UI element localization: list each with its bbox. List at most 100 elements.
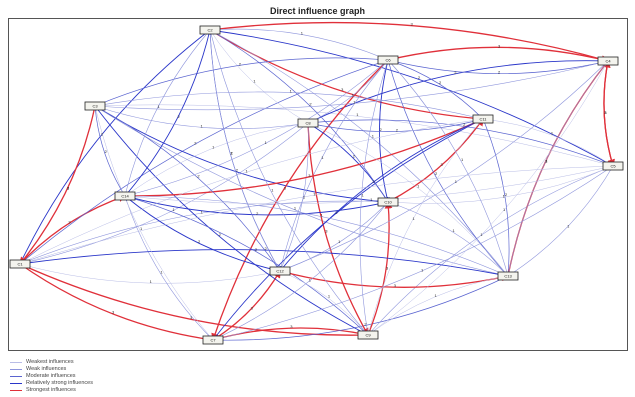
node-layer: C1 C2 C3 C4 C5 C6 C7 C8 C9 C10 C11 C12 C13 C14 xyxy=(9,25,624,345)
edge-label: 1 xyxy=(551,131,554,136)
edge-label: 2 xyxy=(505,192,508,197)
edge-n3-n5 xyxy=(94,104,614,167)
edge-label: 2 xyxy=(239,61,242,66)
edge-n8-n14 xyxy=(124,122,309,197)
edge-label: 1 xyxy=(265,140,268,145)
node-n6[interactable]: C6 xyxy=(377,55,399,65)
node-n5[interactable]: C5 xyxy=(602,161,624,171)
edge-n9-n12 xyxy=(279,270,369,336)
edge-label: 1 xyxy=(455,179,458,184)
edge-n4-n6 xyxy=(387,58,609,75)
node-n14[interactable]: C14 xyxy=(114,191,136,201)
node-box xyxy=(297,118,319,128)
node-n11[interactable]: C11 xyxy=(472,114,494,124)
edge-n3-n1 xyxy=(19,105,96,266)
node-box xyxy=(357,330,379,340)
edge-n6-n11 xyxy=(387,59,484,120)
node-label: C10 xyxy=(384,200,392,205)
edge-label: 3 xyxy=(68,220,71,225)
edge-n1-n12 xyxy=(19,263,281,284)
edge-label: 1 xyxy=(303,195,306,200)
edge-label: 1 xyxy=(452,228,455,233)
legend-item-moderate: Moderate influences xyxy=(10,373,250,380)
edge-n14-n3 xyxy=(93,105,126,197)
edge-label: 3 xyxy=(440,162,443,167)
edge-label: 3 xyxy=(498,43,501,48)
edge-label: 3 xyxy=(190,315,193,320)
edge-label: 2 xyxy=(231,151,234,156)
edge-n10-n11 xyxy=(387,117,484,203)
node-box xyxy=(472,114,494,124)
edge-label: 3 xyxy=(604,110,607,115)
node-box xyxy=(497,271,519,281)
edge-n8-n11 xyxy=(307,117,484,132)
node-label: C4 xyxy=(605,59,611,64)
edge-n5-n13 xyxy=(507,165,614,277)
edge-n5-n14 xyxy=(124,165,614,205)
edge-n1-n8 xyxy=(19,122,309,265)
edge-n9-n14 xyxy=(124,194,369,336)
edge-label: 1 xyxy=(413,216,416,221)
node-box xyxy=(114,191,136,201)
edge-n10-n2 xyxy=(209,29,389,203)
node-n4[interactable]: C4 xyxy=(597,56,619,66)
node-n9[interactable]: C9 xyxy=(357,330,379,340)
edge-label: 2 xyxy=(264,246,267,251)
edge-label: 3 xyxy=(284,186,287,191)
graph-frame xyxy=(8,18,628,351)
node-box xyxy=(377,197,399,207)
edge-label: 1 xyxy=(434,293,437,298)
edge-label: 1 xyxy=(290,89,293,94)
edge-label: 1 xyxy=(253,78,256,83)
node-n12[interactable]: C12 xyxy=(269,266,291,276)
edge-label: 3 xyxy=(251,306,254,311)
edge-label: 3 xyxy=(290,324,293,329)
edge-n10-n14 xyxy=(124,194,389,216)
edge-label: 3 xyxy=(112,310,115,315)
edge-label: 2 xyxy=(236,168,239,173)
legend-label: Strongest influences xyxy=(26,387,76,393)
node-n1[interactable]: C1 xyxy=(9,259,31,269)
edge-label: 1 xyxy=(294,205,297,210)
edge-n1-n2 xyxy=(19,29,211,265)
edge-n1-n3 xyxy=(19,105,97,265)
edge-label: 3 xyxy=(604,110,607,115)
edge-n1-n11 xyxy=(19,117,484,265)
legend-item-strongest: Strongest influences xyxy=(10,387,250,394)
node-n3[interactable]: C3 xyxy=(84,101,106,111)
legend-swatch xyxy=(10,369,22,370)
edge-n12-n3 xyxy=(94,105,281,272)
edge-label: 3 xyxy=(341,87,344,92)
node-n7[interactable]: C7 xyxy=(202,335,224,345)
node-box xyxy=(84,101,106,111)
edge-n6-n12 xyxy=(278,59,389,272)
edge-label: 1 xyxy=(231,151,234,156)
edge-label: 2 xyxy=(498,70,501,75)
edge-n11-n12 xyxy=(279,118,484,272)
edge-n7-n5 xyxy=(212,165,614,341)
edge-n1-n14 xyxy=(19,194,127,265)
node-n13[interactable]: C13 xyxy=(497,271,519,281)
edge-label: 2 xyxy=(197,173,200,178)
edge-n3-n11 xyxy=(94,91,484,121)
legend-label: Weak influences xyxy=(26,366,67,372)
edge-label: 2 xyxy=(177,114,180,119)
edge-n6-n8 xyxy=(307,59,389,124)
node-n8[interactable]: C8 xyxy=(297,118,319,128)
edge-n10-n13 xyxy=(387,201,509,277)
edge-label: 1 xyxy=(353,99,356,104)
node-n10[interactable]: C10 xyxy=(377,197,399,207)
edge-label: 1 xyxy=(158,104,161,109)
edge-label: 1 xyxy=(352,92,355,97)
edge-n1-n5 xyxy=(19,164,614,265)
edge-n14-n13 xyxy=(124,195,509,277)
edge-n2-n11 xyxy=(209,29,485,123)
edge-label: 1 xyxy=(421,267,424,272)
edge-n6-n13 xyxy=(387,59,509,277)
edge-label: 1 xyxy=(140,226,143,231)
edge-n10-n12 xyxy=(279,201,389,272)
node-n2[interactable]: C2 xyxy=(199,25,221,35)
edge-n8-n9 xyxy=(307,122,369,337)
node-box xyxy=(9,259,31,269)
edge-label: 1 xyxy=(417,184,420,189)
